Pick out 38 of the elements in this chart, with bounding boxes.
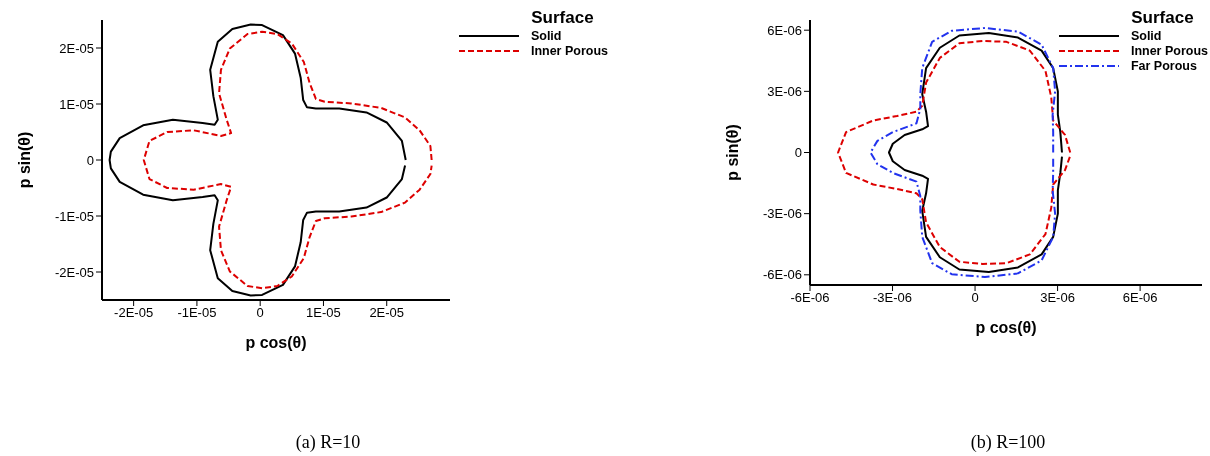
x-tick-label: 1E-05 bbox=[306, 305, 341, 321]
y-tick-label: 1E-05 bbox=[59, 96, 94, 112]
y-tick-label: 3E-06 bbox=[767, 83, 802, 99]
legend-label: Solid bbox=[530, 28, 562, 43]
y-tick-label: -3E-06 bbox=[762, 206, 802, 222]
y-tick-label: -1E-05 bbox=[54, 208, 94, 224]
y-axis-title: p sin(θ) bbox=[723, 124, 741, 181]
y-tick-label: 0 bbox=[86, 152, 94, 168]
legend-label: Far Porous bbox=[1130, 58, 1197, 73]
x-tick-label: 6E-06 bbox=[1122, 290, 1158, 306]
x-tick-label: -1E-05 bbox=[177, 305, 217, 321]
x-tick-label: 2E-05 bbox=[369, 305, 405, 321]
x-tick-label: -6E-06 bbox=[790, 290, 830, 306]
x-axis-title: p cos(θ) bbox=[975, 319, 1037, 336]
x-tick-label: 3E-06 bbox=[1040, 290, 1075, 306]
x-tick-label: 0 bbox=[256, 305, 264, 321]
line-series bbox=[887, 32, 1063, 273]
x-tick-label: 0 bbox=[971, 290, 979, 306]
y-tick-label: 6E-06 bbox=[767, 22, 802, 38]
y-tick-label: 0 bbox=[794, 145, 802, 161]
x-axis-title: p cos(θ) bbox=[245, 334, 307, 351]
legend-label: Inner Porous bbox=[530, 43, 608, 58]
y-tick-label: -6E-06 bbox=[762, 267, 802, 283]
legend-title: Surface bbox=[1130, 8, 1195, 28]
legend-title: Surface bbox=[530, 8, 595, 28]
line-series bbox=[869, 26, 1057, 279]
line-series bbox=[108, 23, 407, 297]
text: (a) R=10 bbox=[294, 432, 362, 453]
x-tick-label: -3E-06 bbox=[873, 290, 913, 306]
y-axis-title: p sin(θ) bbox=[15, 131, 33, 189]
y-tick-label: -2E-05 bbox=[54, 264, 94, 280]
text: (b) R=100 bbox=[969, 432, 1047, 453]
line-series bbox=[142, 30, 433, 290]
x-tick-label: -2E-05 bbox=[114, 305, 154, 321]
y-tick-label: 2E-05 bbox=[59, 40, 94, 56]
line-series bbox=[837, 40, 1072, 265]
legend-label: Solid bbox=[1130, 28, 1162, 43]
legend-label: Inner Porous bbox=[1130, 43, 1208, 58]
